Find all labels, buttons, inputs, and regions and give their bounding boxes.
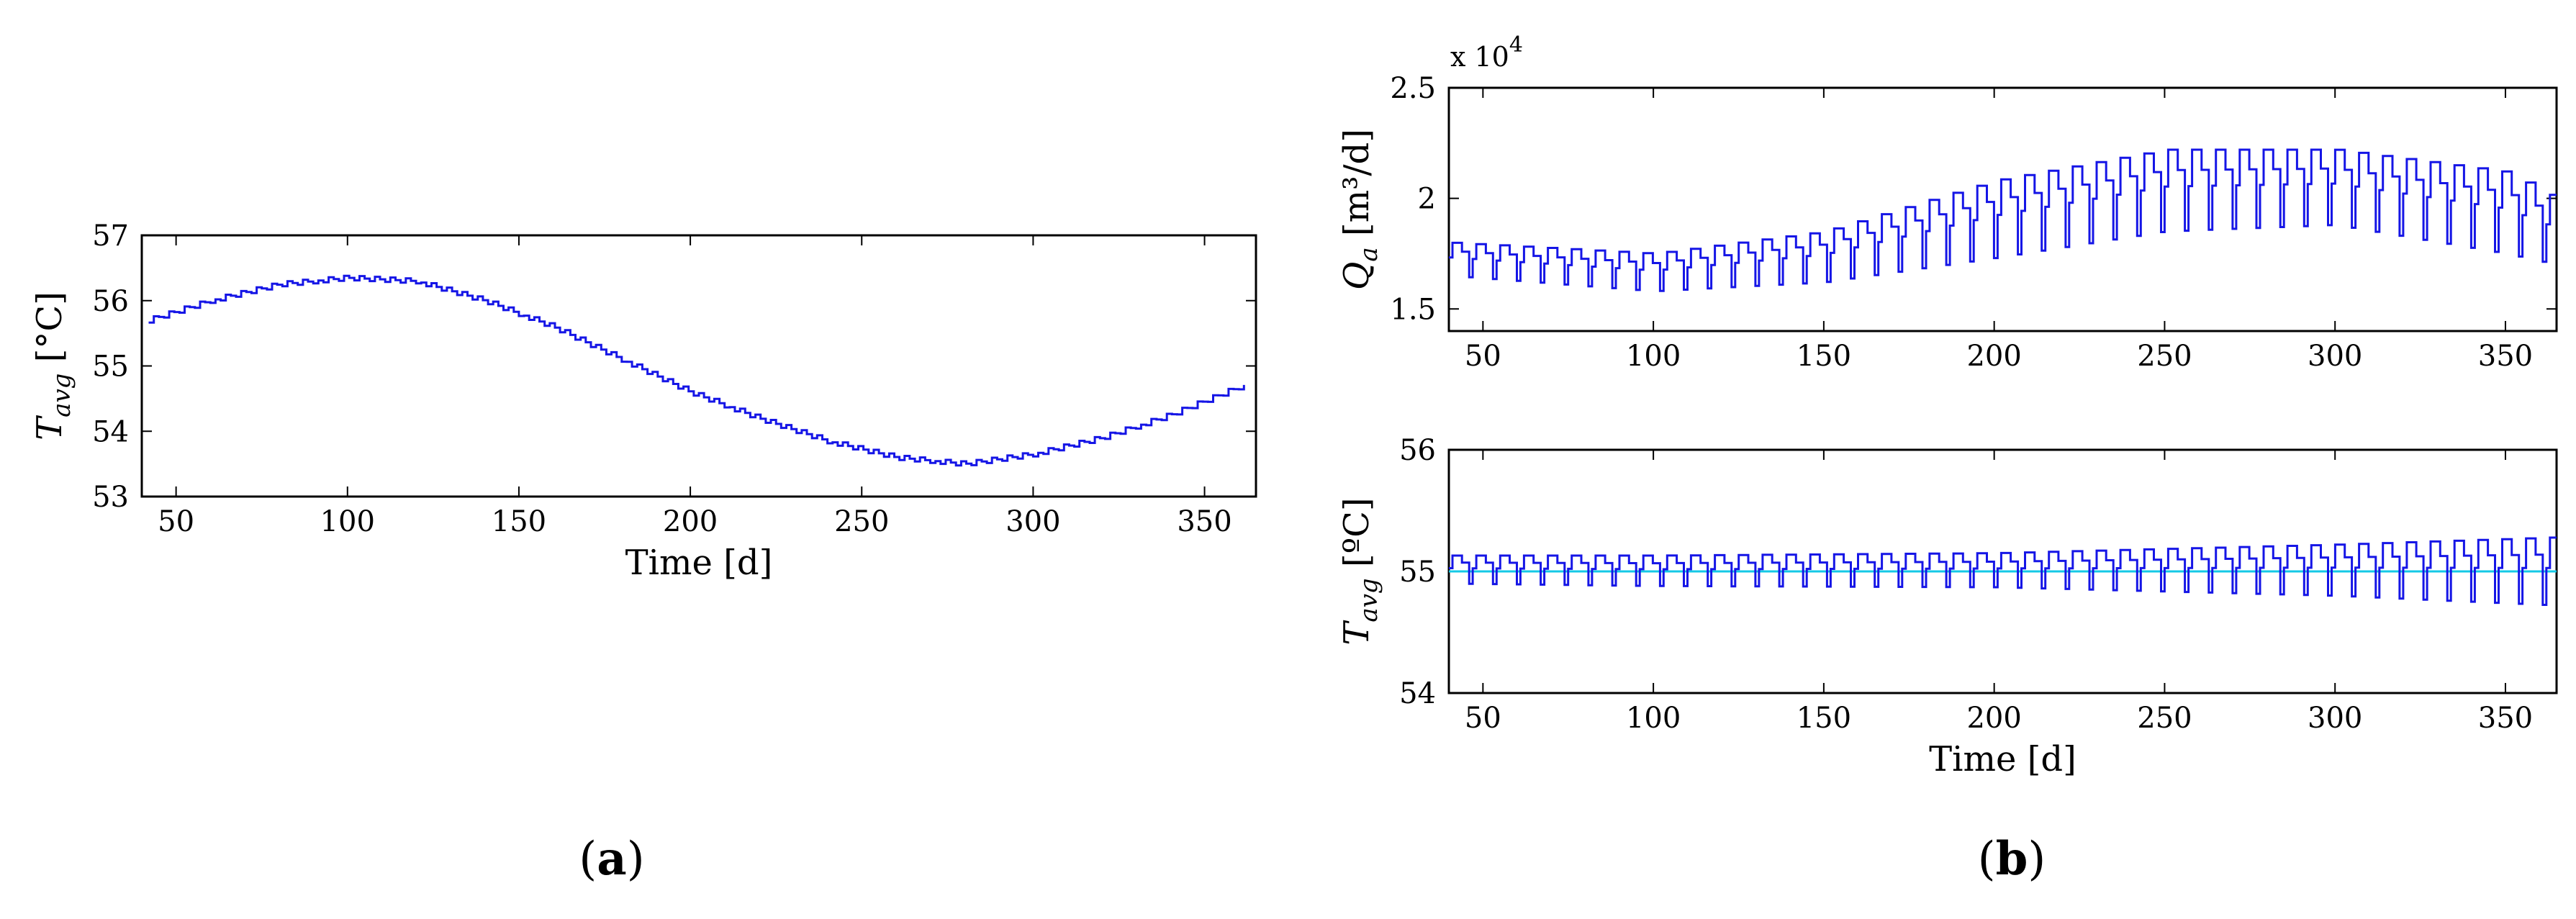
x-tick-label: 300 <box>2308 702 2362 735</box>
y-tick-label: 54 <box>1399 677 1436 710</box>
x-tick-label: 50 <box>158 505 194 538</box>
x-tick-label: 200 <box>663 505 718 538</box>
x-tick-label: 350 <box>2478 340 2533 373</box>
y-axis-label: Tavg [ºC] <box>1337 497 1383 645</box>
y-tick-label: 2 <box>1418 183 1436 216</box>
x-tick-label: 350 <box>2478 702 2533 735</box>
y-tick-label: 56 <box>1399 434 1436 467</box>
y-tick-label: 56 <box>92 285 129 318</box>
x-tick-label: 300 <box>1005 505 1060 538</box>
y-tick-label: 57 <box>92 219 129 253</box>
series-line <box>1449 536 2557 606</box>
panel-label-a: (a) <box>579 832 644 886</box>
x-tick-label: 200 <box>1966 702 2021 735</box>
x-tick-label: 250 <box>2137 340 2192 373</box>
y-tick-label: 55 <box>92 350 129 384</box>
panel-letter: b <box>1996 832 2028 886</box>
chart-panel-b-bottom: 50 100 150 200 250 300 350 54 55 56 Time [d] Tavg [… <box>1337 434 2558 779</box>
x-axis-label: Time [d] <box>1929 739 2076 779</box>
x-tick-label: 200 <box>1966 340 2021 373</box>
series-line <box>1449 148 2557 292</box>
y-tick-label: 54 <box>92 415 129 448</box>
x-tick-label: 300 <box>2308 340 2362 373</box>
y-multiplier: x 104 <box>1450 32 1523 73</box>
series-line <box>148 274 1245 467</box>
panel-label-b: (b) <box>1978 832 2046 886</box>
x-tick-label: 100 <box>1626 702 1681 735</box>
chart-panel-b-top: 50 100 150 200 250 300 350 1.5 2 2.5 x 104 Qa [m³/d… <box>1337 32 2558 373</box>
x-axis-label: Time [d] <box>625 543 773 583</box>
y-tick-label: 55 <box>1399 556 1436 589</box>
y-tick-label: 53 <box>92 481 129 514</box>
x-tick-label: 150 <box>1797 340 1851 373</box>
panel-letter: a <box>597 832 626 886</box>
x-tick-label: 350 <box>1177 505 1231 538</box>
y-axis-label: Tavg [°C] <box>30 291 76 440</box>
plot-area-frame <box>1447 86 2558 332</box>
y-tick-label: 2.5 <box>1390 72 1436 105</box>
x-tick-label: 50 <box>1465 702 1501 735</box>
chart-panel-a: 50 100 150 200 250 300 350 53 54 55 56 57 Time [d] Ta… <box>30 219 1257 583</box>
x-tick-label: 150 <box>1797 702 1851 735</box>
x-tick-label: 50 <box>1465 340 1501 373</box>
x-tick-label: 100 <box>320 505 375 538</box>
y-axis-label: Qa [m³/d] <box>1337 129 1383 290</box>
x-tick-label: 250 <box>834 505 889 538</box>
x-tick-label: 150 <box>492 505 546 538</box>
x-tick-label: 250 <box>2137 702 2192 735</box>
y-tick-label: 1.5 <box>1390 293 1436 326</box>
plot-area-frame <box>140 234 1257 498</box>
x-tick-label: 100 <box>1626 340 1681 373</box>
